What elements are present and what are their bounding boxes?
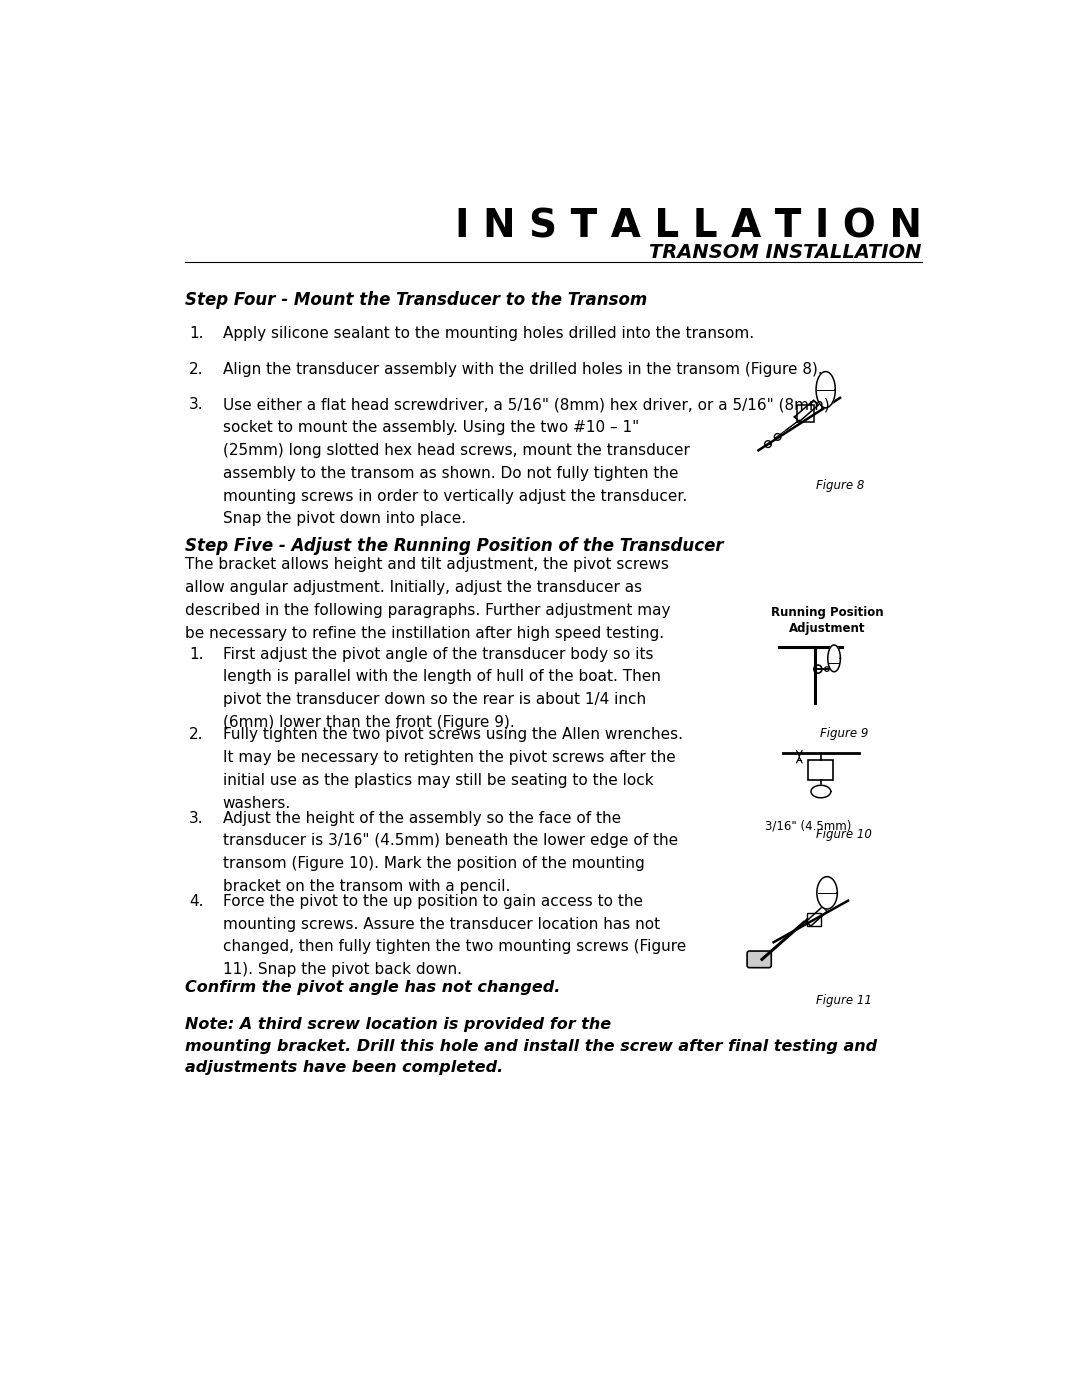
Text: socket to mount the assembly. Using the two #10 – 1"
(25mm) long slotted hex hea: socket to mount the assembly. Using the … <box>222 420 689 527</box>
Text: 1.: 1. <box>189 647 204 662</box>
FancyBboxPatch shape <box>747 951 771 968</box>
Text: Apply silicone sealant to the mounting holes drilled into the transom.: Apply silicone sealant to the mounting h… <box>222 327 754 341</box>
Bar <box>797 405 813 422</box>
Polygon shape <box>816 372 835 408</box>
Text: TRANSOM INSTALLATION: TRANSOM INSTALLATION <box>649 243 921 263</box>
Text: Use either a flat head screwdriver, a 5/16" (8mm) hex driver, or a 5/16" (8mm): Use either a flat head screwdriver, a 5/… <box>222 397 829 412</box>
Text: Fully tighten the two pivot screws using the Allen wrenches.
It may be necessary: Fully tighten the two pivot screws using… <box>222 728 683 810</box>
Text: Running Position
Adjustment: Running Position Adjustment <box>771 606 883 636</box>
Text: Step Four - Mount the Transducer to the Transom: Step Four - Mount the Transducer to the … <box>186 291 648 309</box>
Text: Align the transducer assembly with the drilled holes in the transom (Figure 8).: Align the transducer assembly with the d… <box>222 362 822 377</box>
Text: 3.: 3. <box>189 397 204 412</box>
Text: Figure 10: Figure 10 <box>816 827 872 841</box>
Polygon shape <box>811 785 831 798</box>
Polygon shape <box>816 877 837 909</box>
Text: 1.: 1. <box>189 327 204 341</box>
Text: 3.: 3. <box>189 810 204 826</box>
Text: 2.: 2. <box>189 728 204 742</box>
Text: 4.: 4. <box>189 894 204 909</box>
Text: Force the pivot to the up position to gain access to the
mounting screws. Assure: Force the pivot to the up position to ga… <box>222 894 686 977</box>
Bar <box>807 914 821 926</box>
Text: 2.: 2. <box>189 362 204 377</box>
Bar <box>808 760 834 780</box>
Text: Step Five - Adjust the Running Position of the Transducer: Step Five - Adjust the Running Position … <box>186 538 724 555</box>
Text: Figure 11: Figure 11 <box>816 993 872 1007</box>
Text: Adjust the height of the assembly so the face of the
transducer is 3/16" (4.5mm): Adjust the height of the assembly so the… <box>222 810 678 894</box>
Text: Figure 8: Figure 8 <box>816 479 864 493</box>
Polygon shape <box>827 645 840 672</box>
Text: The bracket allows height and tilt adjustment, the pivot screws
allow angular ad: The bracket allows height and tilt adjus… <box>186 557 671 641</box>
Text: 3/16" (4.5mm): 3/16" (4.5mm) <box>765 820 851 833</box>
Text: First adjust the pivot angle of the transducer body so its
length is parallel wi: First adjust the pivot angle of the tran… <box>222 647 661 731</box>
Text: Confirm the pivot angle has not changed.: Confirm the pivot angle has not changed. <box>186 979 561 995</box>
Text: Figure 9: Figure 9 <box>820 726 868 739</box>
Text: Note: A third screw location is provided for the
mounting bracket. Drill this ho: Note: A third screw location is provided… <box>186 1017 877 1076</box>
Text: I N S T A L L A T I O N: I N S T A L L A T I O N <box>455 208 921 246</box>
